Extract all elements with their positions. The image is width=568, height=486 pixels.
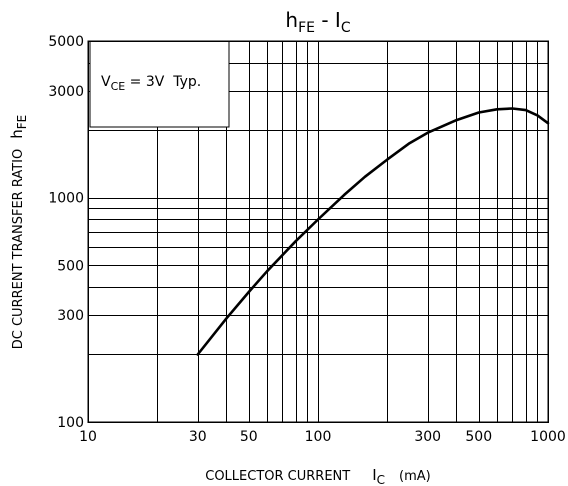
annotation-text: VCE = 3V Typ. (101, 74, 201, 93)
title-sep: - (315, 8, 335, 32)
title-h-sub: FE (298, 20, 315, 36)
y-tick-label: 100 (57, 415, 84, 431)
x-tick-label: 1000 (530, 429, 566, 445)
y-tick-label: 5000 (48, 34, 84, 50)
x-tick-label: 100 (305, 429, 332, 445)
title-i-sub: C (341, 20, 351, 36)
y-tick-label: 300 (57, 308, 84, 324)
annotation-box (89, 40, 230, 128)
x-axis-label-sym-sub: C (377, 473, 385, 486)
x-tick-label: 50 (240, 429, 258, 445)
x-axis-label-sym: I (372, 466, 376, 484)
y-tick-label: 500 (57, 258, 84, 274)
title-h: h (285, 8, 298, 32)
annotation-v: V (101, 74, 111, 90)
x-tick-label: 30 (189, 429, 207, 445)
series-line (196, 107, 550, 356)
x-tick-label: 10 (79, 429, 97, 445)
x-tick-labels: 10 30 50 100 300 500 1000 (79, 429, 566, 445)
x-tick-label: 500 (465, 429, 492, 445)
grid (88, 41, 548, 422)
x-tick-label: 300 (414, 429, 441, 445)
x-axis-label-text: COLLECTOR CURRENT (205, 469, 350, 484)
y-axis-label-sym-sub: FE (15, 115, 29, 129)
annotation-v-sub: CE (111, 80, 126, 93)
y-tick-label: 3000 (48, 84, 84, 100)
plot-frame (87, 40, 549, 423)
y-axis-label: DC CURRENT TRANSFER RATIO hFE (8, 115, 29, 349)
y-axis-label-text: DC CURRENT TRANSFER RATIO (11, 149, 26, 349)
y-tick-labels: 100 300 500 1000 3000 5000 (48, 34, 84, 431)
x-axis-label-unit: (mA) (399, 469, 431, 484)
x-axis-label: COLLECTOR CURRENT IC (mA) (205, 466, 431, 486)
chart-title: hFE - IC (285, 8, 350, 36)
annotation-rest: = 3V Typ. (125, 74, 201, 90)
title-i: I (335, 8, 341, 32)
y-axis-label-sym: h (8, 129, 26, 139)
y-tick-label: 1000 (48, 191, 84, 207)
